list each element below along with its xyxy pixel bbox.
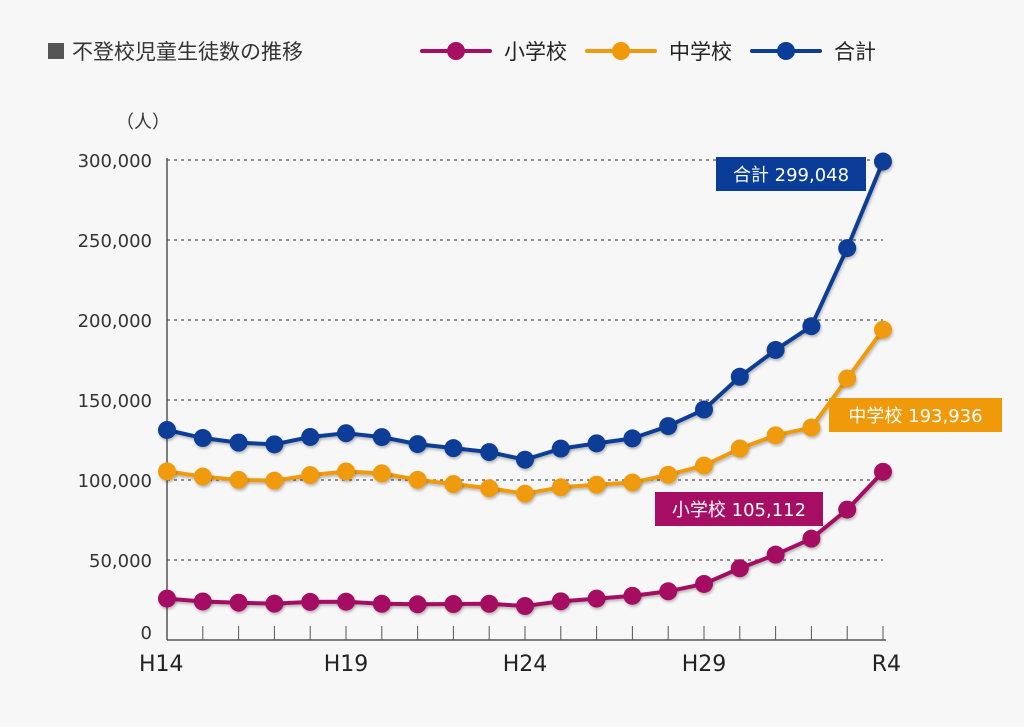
data-point-elementary [193,592,212,611]
series-line-total [166,160,885,462]
data-point-elementary [229,593,248,612]
x-tick-label: H14 [139,652,184,677]
data-point-elementary [802,529,821,548]
data-point-junior-high [337,462,355,481]
data-point-elementary [766,545,785,564]
data-point-junior-high [408,470,427,489]
data-point-elementary [444,595,463,614]
legend-item-junior-high: 中学校 [585,36,732,66]
data-point-total [193,429,212,448]
legend-label-elementary: 小学校 [504,40,567,64]
data-point-junior-high [659,465,678,484]
data-point-total [265,435,284,454]
data-point-total [695,400,713,419]
y-tick-label: 100,000 [78,471,152,492]
title-square-icon [48,43,64,59]
data-point-elementary [372,594,391,613]
data-point-elementary [659,582,678,601]
data-point-elementary [587,589,606,608]
data-point-junior-high [587,475,606,494]
data-point-total [730,367,749,386]
data-point-elementary [551,592,570,611]
data-point-total [229,433,248,452]
legend-label-junior-high: 中学校 [669,40,732,64]
y-tick-label: 300,000 [78,151,152,172]
data-point-total [516,450,534,469]
data-point-elementary [301,592,320,611]
data-point-elementary [158,589,176,608]
data-point-junior-high [301,466,320,485]
legend-label-total: 合計 [834,40,876,64]
data-point-junior-high [874,320,892,339]
data-point-elementary [480,594,499,613]
data-point-total [408,435,427,454]
data-point-elementary [730,559,749,578]
data-point-junior-high [802,418,821,437]
data-point-elementary [408,595,427,614]
data-point-total [838,239,857,258]
data-point-total [623,429,642,448]
data-point-elementary [838,500,857,519]
data-point-total [337,424,355,443]
data-point-junior-high [730,439,749,458]
data-point-junior-high [229,470,248,489]
data-point-junior-high [265,471,284,490]
legend: 小学校 中学校 合計 [420,36,876,66]
callout-box-total [716,157,866,191]
y-tick-label: 200,000 [78,311,152,332]
y-tick-label: 250,000 [78,231,152,252]
data-point-junior-high [480,479,499,498]
data-point-junior-high [158,462,176,481]
data-point-junior-high [193,467,212,486]
data-point-total [480,443,499,462]
data-point-elementary [265,594,284,613]
callout-box-junior-high [829,398,1002,432]
data-point-elementary [695,574,713,593]
data-point-total [802,317,821,336]
y-tick-label: 150,000 [78,391,152,412]
data-point-junior-high [516,484,534,503]
legend-marker-total-icon [750,42,822,60]
data-point-elementary [337,592,355,611]
data-point-total [874,152,892,171]
x-tick-label: R4 [872,652,901,677]
data-point-elementary [623,586,642,605]
data-point-junior-high [766,426,785,445]
y-tick-label: 0 [141,623,152,644]
callout-label-elementary: 小学校 105,112 [672,500,806,521]
x-tick-label: H24 [503,652,548,677]
data-point-total [301,427,320,446]
x-tick-label: H19 [324,652,369,677]
data-point-total [551,439,570,458]
chart-title-text: 不登校児童生徒数の推移 [72,40,303,64]
data-point-total [372,428,391,447]
data-point-total [766,340,785,359]
legend-marker-elementary-icon [420,42,492,60]
callout-box-elementary [655,492,823,526]
callout-label-total: 合計 299,048 [733,165,849,186]
x-tick-label: H29 [682,652,727,677]
data-point-total [659,417,678,436]
callout-label-junior-high: 中学校 193,936 [848,406,982,427]
data-point-elementary [516,597,534,616]
data-point-junior-high [551,478,570,497]
legend-item-elementary: 小学校 [420,36,567,66]
legend-marker-junior-high-icon [585,42,657,60]
data-point-junior-high [444,475,463,494]
data-point-total [444,439,463,458]
data-point-junior-high [838,369,857,388]
data-point-total [587,434,606,453]
data-point-junior-high [623,473,642,492]
chart-title: 不登校児童生徒数の推移 [48,36,303,66]
data-point-total [158,420,176,439]
y-axis-unit: （人） [116,112,170,133]
data-point-junior-high [372,464,391,483]
data-point-junior-high [695,456,713,475]
legend-item-total: 合計 [750,36,876,66]
data-point-elementary [874,462,892,481]
y-tick-label: 50,000 [89,551,152,572]
